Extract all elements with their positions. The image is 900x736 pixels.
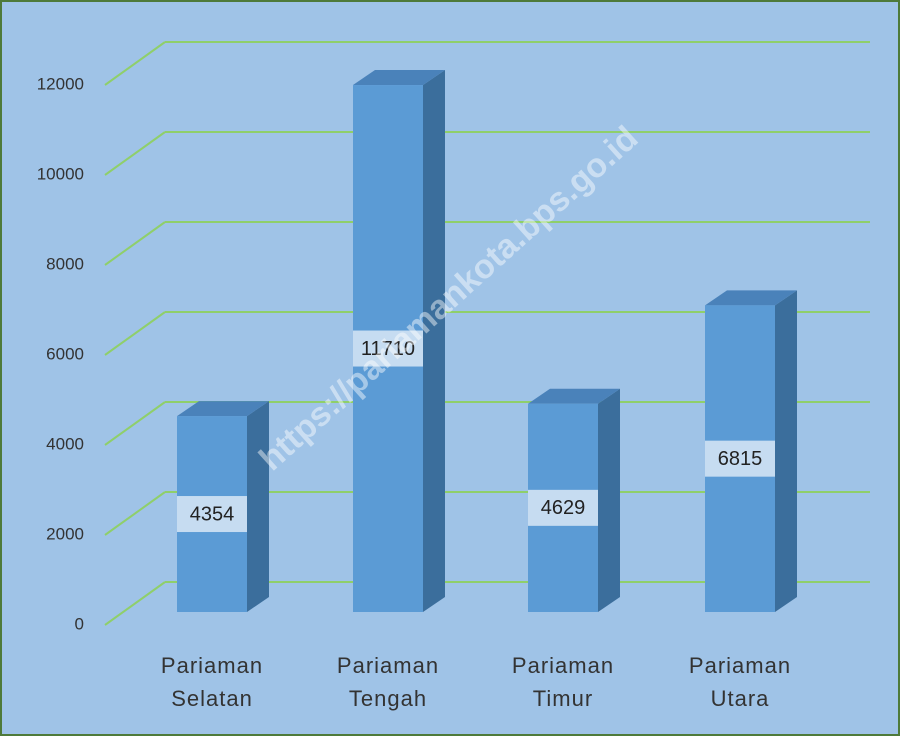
bar-side xyxy=(598,388,620,612)
bar-side xyxy=(247,401,269,612)
data-label: 6815 xyxy=(718,448,763,470)
y-tick-label: 8000 xyxy=(46,254,84,273)
x-tick-label: Pariaman xyxy=(512,653,614,678)
data-label: 4354 xyxy=(190,503,235,525)
x-tick-label: Pariaman xyxy=(689,653,791,678)
x-tick-label: Timur xyxy=(533,686,593,711)
y-tick-label: 2000 xyxy=(46,524,84,543)
x-tick-label: Selatan xyxy=(171,686,253,711)
grid-line-side xyxy=(104,221,166,266)
y-tick-label: 4000 xyxy=(46,434,84,453)
bar-top xyxy=(177,401,269,417)
x-tick-label: Pariaman xyxy=(161,653,263,678)
x-tick-label: Tengah xyxy=(349,686,427,711)
grid-line-side xyxy=(104,581,166,626)
bar-side xyxy=(423,70,445,613)
y-tick-label: 10000 xyxy=(37,164,84,183)
bar-side xyxy=(775,290,797,612)
grid-line-side xyxy=(104,401,166,446)
grid-line-side xyxy=(104,491,166,536)
grid-line-side xyxy=(104,311,166,356)
bar-top xyxy=(353,70,445,86)
y-tick-label: 0 xyxy=(75,614,84,633)
data-label-box xyxy=(177,496,247,533)
grid-line-side xyxy=(104,131,166,176)
y-tick-label: 12000 xyxy=(37,74,84,93)
data-label-box xyxy=(353,330,423,367)
data-label-box xyxy=(528,489,598,526)
grid-line-side xyxy=(104,41,166,86)
data-label-box xyxy=(705,440,775,477)
bar-top xyxy=(705,290,797,306)
data-label: 4629 xyxy=(541,497,586,519)
x-tick-label: Pariaman xyxy=(337,653,439,678)
bar-top xyxy=(528,388,620,404)
data-label: 11710 xyxy=(361,338,415,360)
x-tick-label: Utara xyxy=(711,686,770,711)
y-tick-label: 6000 xyxy=(46,344,84,363)
